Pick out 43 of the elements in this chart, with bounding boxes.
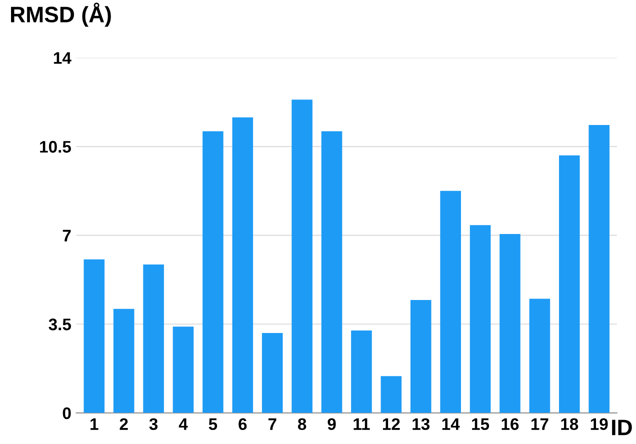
bar (143, 264, 164, 413)
bar (202, 131, 224, 413)
x-tick-label: 18 (561, 418, 578, 430)
bar (172, 326, 194, 413)
y-axis-title: RMSD (Å) (11, 2, 111, 27)
bar (529, 298, 550, 413)
x-tick-label: 16 (502, 418, 519, 430)
y-tick-label: 10.5 (40, 140, 71, 153)
x-tick-label: 12 (382, 418, 400, 430)
x-tick-label: 14 (442, 418, 460, 430)
x-tick-label: 19 (590, 418, 608, 430)
x-tick-label: 13 (412, 418, 430, 430)
bar (351, 330, 372, 413)
bar (292, 100, 312, 413)
bar (84, 259, 105, 413)
x-tick-label: 5 (208, 418, 218, 430)
y-tick-label: 7 (62, 230, 71, 242)
bar (232, 117, 254, 413)
x-tick-label: 17 (531, 418, 548, 430)
bar (410, 300, 432, 413)
bar (321, 131, 342, 413)
y-tick-label: 14 (54, 52, 72, 64)
bar (470, 225, 491, 413)
x-tick-label: 11 (354, 418, 370, 430)
x-tick-label: 1 (90, 418, 98, 430)
x-tick-label: 9 (328, 418, 336, 430)
x-tick-label: 3 (149, 418, 158, 430)
y-tick-label: 0 (62, 407, 71, 420)
x-tick-label: 15 (472, 418, 490, 430)
y-tick-label: 3.5 (48, 318, 71, 330)
x-tick-label: 6 (238, 418, 247, 430)
x-axis-title: ID (612, 420, 632, 436)
bar (262, 333, 283, 413)
x-tick-label: 8 (298, 418, 306, 430)
bar (440, 190, 461, 413)
bar (500, 234, 520, 413)
bar (559, 155, 580, 413)
x-tick-label: 4 (178, 418, 188, 430)
bar (113, 308, 134, 413)
bar (588, 124, 610, 413)
x-tick-label: 2 (120, 418, 128, 430)
x-tick-label: 7 (268, 418, 276, 430)
bar (380, 376, 402, 413)
